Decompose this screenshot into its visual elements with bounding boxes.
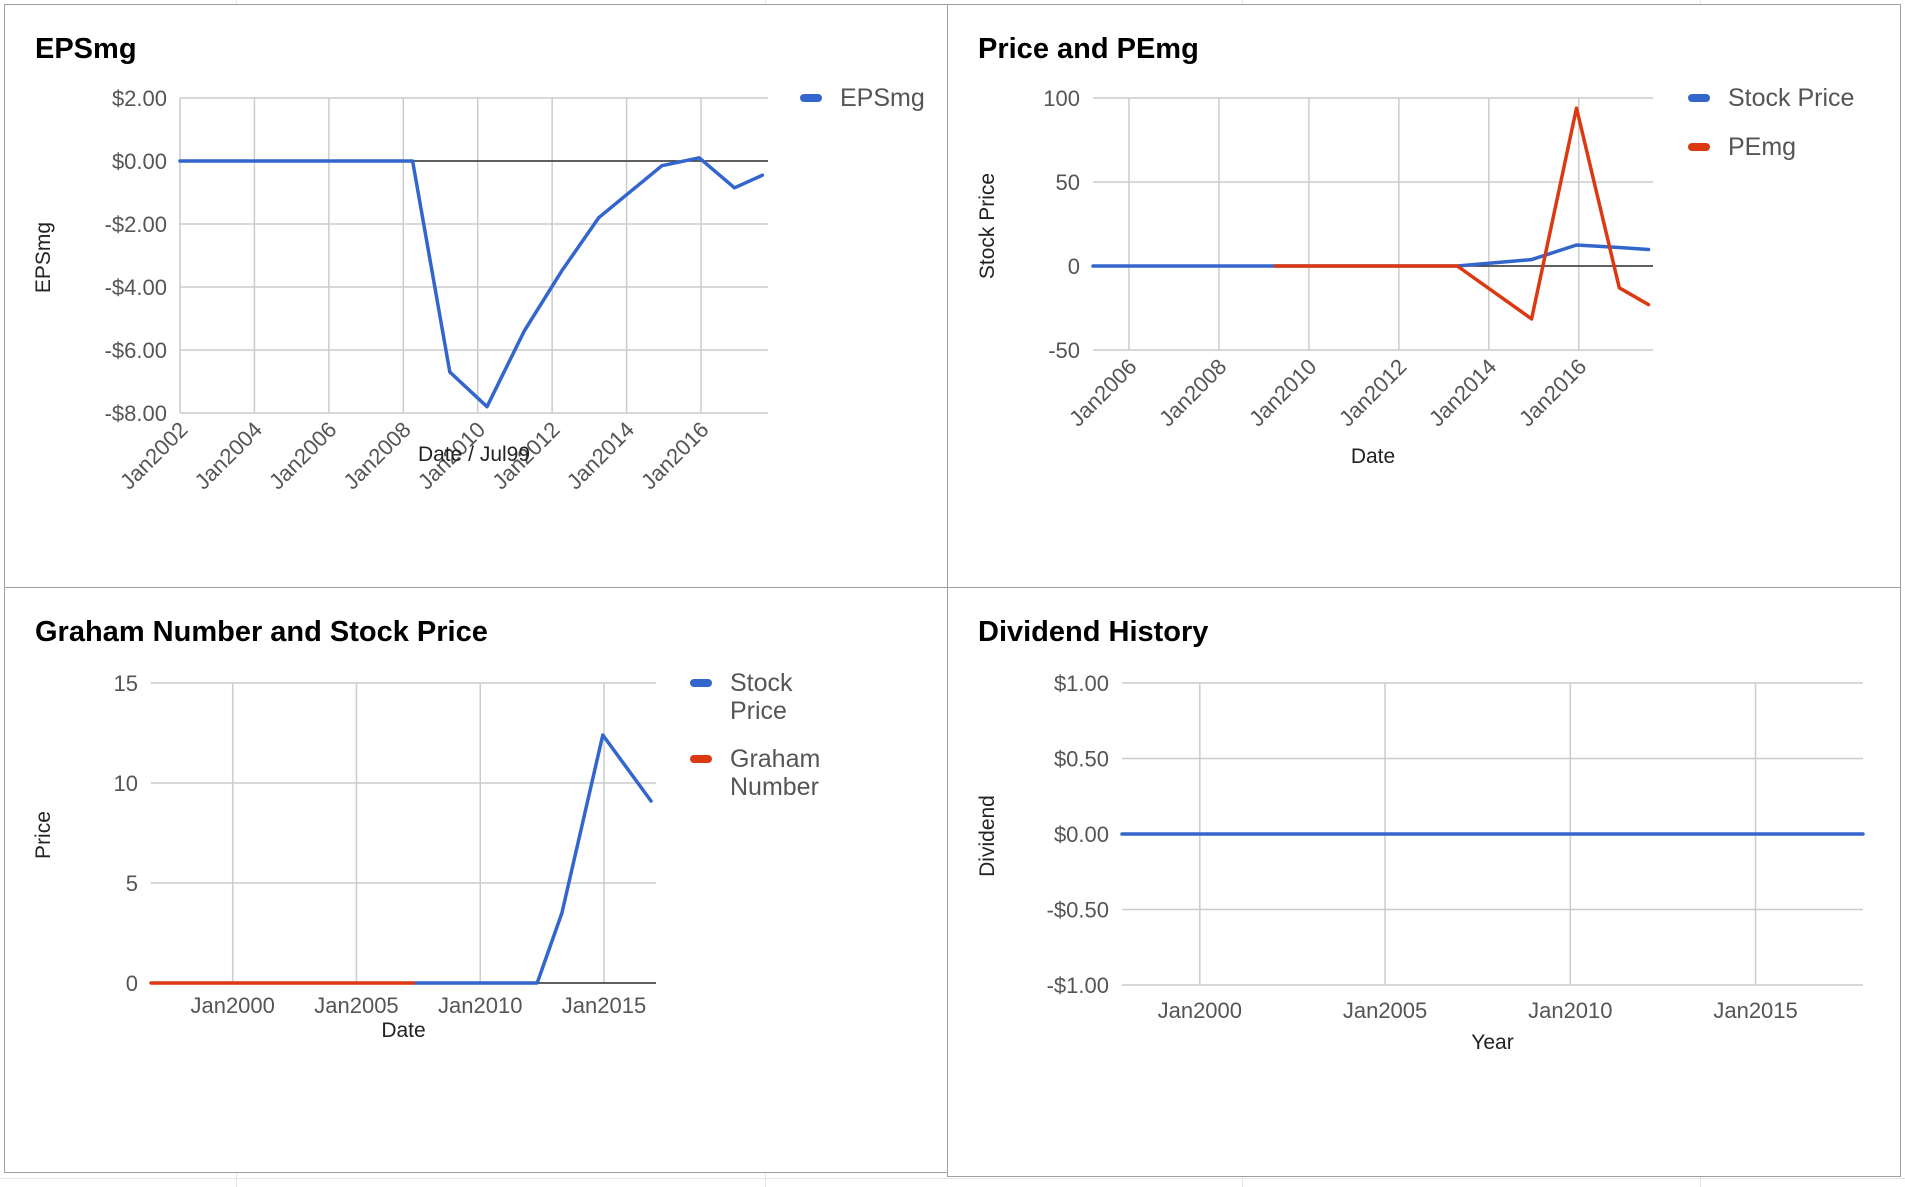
y-tick-label: 5 bbox=[126, 871, 138, 896]
x-tick-label: Jan2016 bbox=[1514, 354, 1591, 431]
y-axis-title: Dividend bbox=[976, 795, 999, 877]
x-axis-title: Date bbox=[381, 1019, 425, 1042]
chart-graham[interactable]: Graham Number and Stock Price 15 10 5 0 Jan2… bbox=[4, 587, 950, 1173]
chart-dividend-plot: $1.00 $0.50 $0.00 -$0.50 -$1.00 Jan2000 Jan200… bbox=[976, 671, 1865, 1054]
legend-swatch bbox=[1688, 94, 1710, 102]
y-axis-title: Price bbox=[32, 811, 55, 859]
x-tick-label: Jan2014 bbox=[1424, 354, 1501, 431]
legend-label: EPSmg bbox=[840, 84, 925, 112]
x-tick-label: Jan2004 bbox=[190, 417, 267, 494]
x-tick-label: Jan2006 bbox=[264, 417, 341, 494]
y-tick-label: 0 bbox=[1068, 254, 1080, 279]
y-tick-label: $0.00 bbox=[1054, 822, 1109, 847]
series-line-epsmg bbox=[178, 156, 765, 409]
chart-epsmg[interactable]: EPSmg $2.00 $0.00 -$2.00 -$4.00 -$6.00 -$8.00… bbox=[4, 4, 950, 590]
y-tick-label: -$4.00 bbox=[105, 275, 167, 300]
x-tick-label: Jan2008 bbox=[1154, 354, 1231, 431]
y-tick-label: $2.00 bbox=[112, 86, 167, 111]
chart-price-pemg[interactable]: Price and PEmg 100 50 0 -50 Jan2006 Jan2008 Ja… bbox=[947, 4, 1901, 590]
y-tick-label: -50 bbox=[1048, 338, 1080, 363]
x-tick-label: Jan2015 bbox=[562, 993, 646, 1018]
y-tick-label: 0 bbox=[126, 971, 138, 996]
chart-title: EPSmg bbox=[35, 33, 137, 65]
chart-graham-plot: 15 10 5 0 Jan2000 Jan2005 Jan2010 Jan2015 Price D… bbox=[32, 669, 820, 1042]
x-tick-label: Jan2000 bbox=[190, 993, 274, 1018]
legend-label: Stock Price bbox=[1728, 84, 1854, 112]
y-tick-label: $0.00 bbox=[112, 149, 167, 174]
x-axis-title: Date / Jul99 bbox=[418, 443, 530, 466]
x-tick-label: Jan2005 bbox=[1343, 998, 1427, 1023]
x-tick-label: Jan2002 bbox=[115, 417, 192, 494]
y-tick-label: 100 bbox=[1043, 86, 1080, 111]
legend-label-line: Stock bbox=[730, 669, 793, 697]
x-tick-label: Jan2008 bbox=[338, 417, 415, 494]
y-tick-label: 50 bbox=[1056, 170, 1080, 195]
legend-swatch bbox=[690, 755, 712, 763]
x-tick-label: Jan2015 bbox=[1713, 998, 1797, 1023]
sheet-gridline bbox=[0, 1178, 1905, 1179]
x-tick-label: Jan2005 bbox=[314, 993, 398, 1018]
y-tick-label: 15 bbox=[114, 671, 138, 696]
legend-label-line: Price bbox=[730, 697, 787, 725]
legend-swatch bbox=[1688, 143, 1710, 151]
x-axis-title: Year bbox=[1471, 1031, 1513, 1054]
x-tick-label: Jan2010 bbox=[1244, 354, 1321, 431]
y-tick-label: $1.00 bbox=[1054, 671, 1109, 696]
legend-label: Stock Price bbox=[730, 669, 793, 725]
x-tick-label: Jan2000 bbox=[1158, 998, 1242, 1023]
chart-dividend[interactable]: Dividend History $1.00 $0.50 $0.00 -$0.50 -$… bbox=[947, 587, 1901, 1177]
series-line-pemg bbox=[1273, 106, 1651, 321]
chart-title: Price and PEmg bbox=[978, 33, 1199, 65]
chart-title: Dividend History bbox=[978, 616, 1209, 648]
chart-title: Graham Number and Stock Price bbox=[35, 616, 488, 648]
y-tick-label: -$6.00 bbox=[105, 338, 167, 363]
y-tick-label: -$2.00 bbox=[105, 212, 167, 237]
x-tick-label: Jan2014 bbox=[562, 417, 639, 494]
legend-label-line: Number bbox=[730, 773, 819, 801]
legend-label: Graham Number bbox=[730, 745, 820, 801]
y-axis-title: Stock Price bbox=[976, 173, 999, 279]
legend-label: PEmg bbox=[1728, 133, 1796, 161]
x-tick-label: Jan2016 bbox=[636, 417, 713, 494]
series-line-stock-price bbox=[1091, 243, 1651, 268]
legend-swatch bbox=[800, 94, 822, 102]
x-tick-label: Jan2010 bbox=[1528, 998, 1612, 1023]
y-tick-label: $0.50 bbox=[1054, 747, 1109, 772]
x-axis-title: Date bbox=[1351, 445, 1395, 468]
series-line-stock-price bbox=[411, 733, 653, 985]
x-tick-label: Jan2006 bbox=[1064, 354, 1141, 431]
y-tick-label: 10 bbox=[114, 771, 138, 796]
y-tick-label: -$8.00 bbox=[105, 401, 167, 426]
x-tick-label: Jan2010 bbox=[438, 993, 522, 1018]
legend-swatch bbox=[690, 679, 712, 687]
chart-epsmg-plot: $2.00$0.00-$2.00-$4.00-$6.00-$8.00Jan200… bbox=[32, 84, 925, 494]
y-axis-title: EPSmg bbox=[32, 222, 55, 293]
legend-label-line: Graham bbox=[730, 745, 820, 773]
y-tick-label: -$0.50 bbox=[1047, 898, 1109, 923]
x-tick-label: Jan2012 bbox=[1334, 354, 1411, 431]
y-tick-label: -$1.00 bbox=[1047, 973, 1109, 998]
